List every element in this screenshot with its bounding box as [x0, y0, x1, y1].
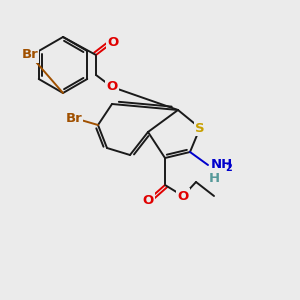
Text: O: O [106, 80, 118, 94]
Text: S: S [195, 122, 205, 134]
Text: Br: Br [22, 49, 38, 62]
Text: O: O [177, 190, 189, 202]
Text: NH: NH [211, 158, 233, 170]
Text: O: O [142, 194, 154, 206]
Text: H: H [208, 172, 220, 185]
Text: Br: Br [66, 112, 83, 124]
Text: 2: 2 [225, 163, 232, 173]
Text: O: O [107, 35, 118, 49]
